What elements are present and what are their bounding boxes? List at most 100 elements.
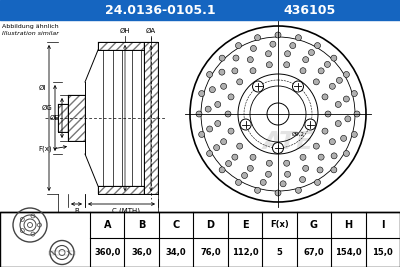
Circle shape [215, 120, 221, 127]
Circle shape [305, 119, 316, 130]
Circle shape [343, 96, 349, 102]
Circle shape [225, 111, 231, 117]
Text: Illustration similar: Illustration similar [2, 31, 59, 36]
Circle shape [275, 32, 281, 38]
Circle shape [240, 119, 251, 130]
Text: 5: 5 [276, 248, 282, 257]
Circle shape [237, 79, 243, 85]
Circle shape [331, 167, 337, 173]
Circle shape [313, 79, 319, 85]
Text: ØH: ØH [120, 28, 130, 34]
Circle shape [205, 106, 211, 112]
Circle shape [219, 69, 225, 75]
Circle shape [351, 91, 357, 97]
Circle shape [236, 42, 242, 49]
Circle shape [266, 51, 272, 57]
Circle shape [322, 128, 328, 134]
Text: I: I [381, 220, 384, 230]
Circle shape [247, 165, 253, 171]
Circle shape [206, 151, 212, 156]
Text: A: A [104, 220, 111, 230]
Circle shape [308, 49, 314, 56]
Circle shape [215, 101, 221, 107]
Circle shape [290, 42, 296, 49]
Text: 67,0: 67,0 [304, 248, 324, 257]
Text: C: C [172, 220, 180, 230]
Circle shape [284, 171, 290, 177]
Circle shape [292, 81, 304, 92]
Circle shape [331, 153, 337, 159]
Circle shape [242, 172, 248, 179]
Text: 36,0: 36,0 [131, 248, 152, 257]
Text: 34,0: 34,0 [166, 248, 186, 257]
Text: ATE: ATE [262, 130, 314, 154]
Circle shape [296, 35, 302, 41]
Circle shape [275, 190, 281, 196]
Circle shape [214, 145, 220, 151]
Circle shape [207, 126, 213, 132]
Circle shape [254, 187, 260, 193]
Circle shape [272, 143, 284, 154]
Circle shape [329, 83, 335, 89]
Circle shape [266, 160, 272, 166]
Text: B: B [74, 208, 79, 214]
Circle shape [317, 167, 323, 173]
Circle shape [250, 154, 256, 160]
Circle shape [221, 139, 227, 145]
Text: 76,0: 76,0 [200, 248, 221, 257]
Circle shape [199, 131, 205, 138]
Bar [144, 42, 158, 194]
Circle shape [250, 45, 256, 52]
Circle shape [232, 154, 238, 160]
Circle shape [336, 77, 342, 83]
Text: ØE: ØE [49, 115, 59, 121]
Circle shape [250, 68, 256, 74]
Circle shape [284, 160, 290, 166]
Circle shape [313, 143, 319, 149]
Text: ØI: ØI [39, 85, 46, 91]
Circle shape [335, 120, 341, 127]
Circle shape [345, 116, 351, 122]
Text: F(x): F(x) [270, 221, 289, 230]
Circle shape [284, 51, 290, 57]
Circle shape [303, 57, 309, 63]
Circle shape [232, 68, 238, 74]
Circle shape [228, 128, 234, 134]
Circle shape [300, 176, 306, 183]
Circle shape [331, 55, 337, 61]
Circle shape [314, 42, 320, 49]
Circle shape [247, 57, 253, 63]
Text: 15,0: 15,0 [372, 248, 393, 257]
Text: 24.0136-0105.1: 24.0136-0105.1 [105, 3, 215, 17]
Circle shape [300, 68, 306, 74]
Bar [0, 0, 400, 20]
Text: F(x): F(x) [38, 146, 52, 152]
Circle shape [351, 131, 357, 138]
Text: E: E [242, 220, 248, 230]
Circle shape [219, 55, 225, 61]
Text: Abbildung ähnlich: Abbildung ähnlich [2, 24, 59, 29]
Bar [0, 212, 400, 267]
Text: ØG: ØG [41, 105, 52, 111]
Circle shape [322, 94, 328, 100]
Text: C (MTH): C (MTH) [112, 208, 140, 214]
Circle shape [233, 55, 239, 61]
Text: 360,0: 360,0 [94, 248, 120, 257]
Circle shape [237, 143, 243, 149]
Circle shape [266, 62, 272, 68]
Circle shape [284, 62, 290, 68]
Bar [49, 250, 75, 254]
Text: 436105: 436105 [284, 3, 336, 17]
Circle shape [296, 187, 302, 193]
Circle shape [228, 94, 234, 100]
Circle shape [270, 41, 276, 47]
Bar [68, 95, 85, 141]
Circle shape [219, 167, 225, 173]
Circle shape [199, 91, 205, 97]
Text: D: D [206, 220, 214, 230]
Circle shape [335, 101, 341, 107]
Text: H: H [344, 220, 352, 230]
Circle shape [341, 135, 347, 141]
Circle shape [303, 165, 309, 171]
Circle shape [260, 179, 266, 185]
